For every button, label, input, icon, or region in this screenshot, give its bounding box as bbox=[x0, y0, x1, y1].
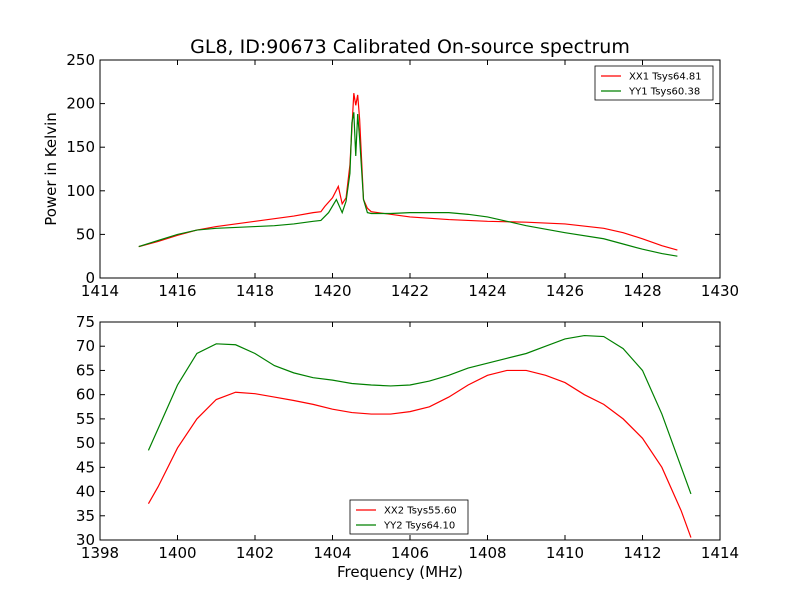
legend-box bbox=[594, 65, 714, 101]
series-group bbox=[147, 334, 692, 538]
plot-panels: 1414 1416 1418 1420 1422 1424 1426 1428 14300501… bbox=[42, 51, 739, 581]
x-tick-label: 1408 bbox=[468, 544, 506, 562]
x-tick-label: 1412 bbox=[623, 544, 661, 562]
x-tick-label: 1430 bbox=[701, 282, 739, 300]
y-tick-label: 70 bbox=[76, 337, 95, 355]
x-tick-label: 1404 bbox=[313, 544, 351, 562]
x-tick-label: 1428 bbox=[623, 282, 661, 300]
legend-box bbox=[349, 499, 469, 535]
x-tick-label: 1410 bbox=[546, 544, 584, 562]
chart-title: GL8, ID:90673 Calibrated On-source spect… bbox=[190, 36, 630, 58]
y-tick-label: 200 bbox=[66, 95, 95, 113]
x-tick-label: 1424 bbox=[468, 282, 506, 300]
legend: XX2 Tsys55.60 YY2 Tsys64.10 bbox=[349, 499, 469, 535]
y-tick-label: 45 bbox=[76, 458, 95, 476]
x-tick-label: 1416 bbox=[158, 282, 196, 300]
series-line-2 bbox=[147, 334, 692, 495]
x-axis-label: Frequency (MHz) bbox=[337, 563, 463, 581]
x-tick-label: 1414 bbox=[701, 544, 739, 562]
y-axis-label: Power in Kelvin bbox=[42, 112, 60, 226]
y-tick-label: 100 bbox=[66, 182, 95, 200]
legend: XX1 Tsys64.81 YY1 Tsys60.38 bbox=[594, 65, 714, 101]
series-group bbox=[138, 93, 678, 257]
y-tick-label: 50 bbox=[76, 434, 95, 452]
y-tick-label: 65 bbox=[76, 361, 95, 379]
legend-entry-1: XX1 Tsys64.81 bbox=[629, 72, 702, 83]
plot-panel-2: 1398 1400 1402 1404 1406 1408 1410 1412 1414 30 35… bbox=[76, 313, 739, 581]
x-tick-label: 1414 bbox=[81, 282, 119, 300]
legend-entry-2: YY2 Tsys64.10 bbox=[383, 521, 455, 532]
y-tick-label: 250 bbox=[66, 51, 95, 69]
plot-panel-1: 1414 1416 1418 1420 1422 1424 1426 1428 1430 0 50 1… bbox=[42, 51, 739, 300]
x-tick-label: 1398 bbox=[81, 544, 119, 562]
y-tick-label: 150 bbox=[66, 138, 95, 156]
series-line-1 bbox=[138, 93, 678, 251]
y-tick-label: 60 bbox=[76, 386, 95, 404]
y-tick-label: 50 bbox=[76, 225, 95, 243]
x-tick-label: 1402 bbox=[236, 544, 274, 562]
y-tick-label: 55 bbox=[76, 410, 95, 428]
legend-entry-2: YY1 Tsys60.38 bbox=[628, 87, 700, 98]
x-tick-label: 1426 bbox=[546, 282, 584, 300]
series-line-1 bbox=[147, 369, 692, 538]
x-tick-label: 1400 bbox=[158, 544, 196, 562]
x-tick-label: 1418 bbox=[236, 282, 274, 300]
series-line-2 bbox=[138, 112, 678, 257]
x-tick-label: 1420 bbox=[313, 282, 351, 300]
x-tick-label: 1406 bbox=[391, 544, 429, 562]
y-tick-label: 30 bbox=[76, 531, 95, 549]
y-tick-label: 75 bbox=[76, 313, 95, 331]
y-tick-label: 0 bbox=[85, 269, 95, 287]
legend-entry-1: XX2 Tsys55.60 bbox=[384, 506, 457, 517]
y-tick-label: 35 bbox=[76, 507, 95, 525]
y-tick-label: 40 bbox=[76, 483, 95, 501]
x-tick-label: 1422 bbox=[391, 282, 429, 300]
